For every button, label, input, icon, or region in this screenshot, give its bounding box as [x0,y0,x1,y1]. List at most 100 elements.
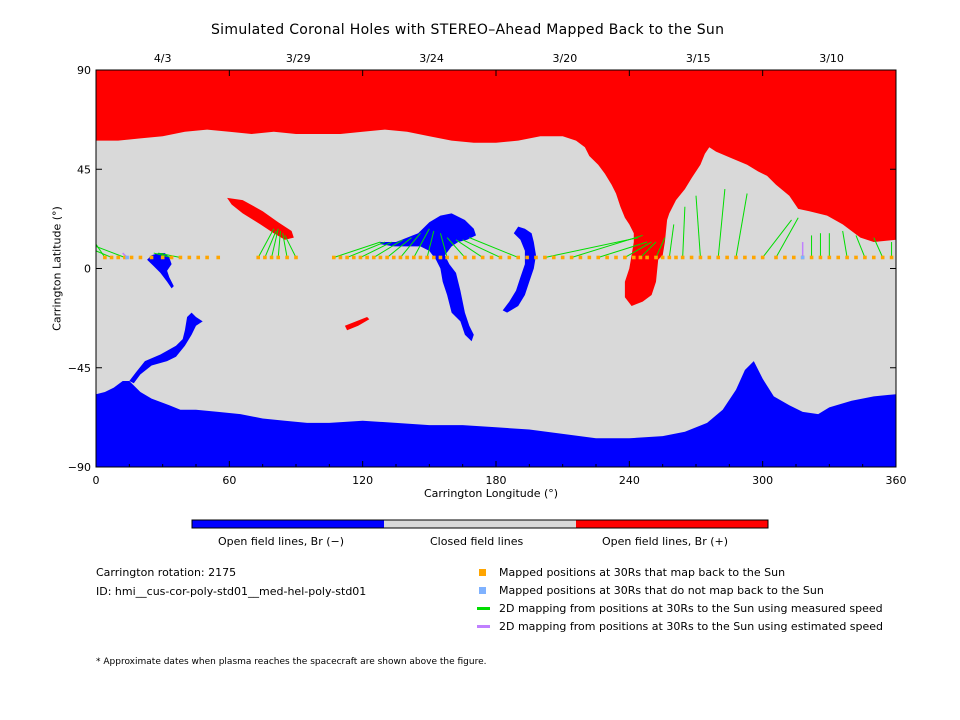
region-positive-left-streak [227,197,294,240]
mapped-point [489,255,494,260]
region-positive-hole-island [707,156,725,167]
mapped-point [734,255,738,260]
mapped-point [269,255,274,260]
mapping-line-measured [469,237,519,258]
mapping-line-measured [717,189,726,258]
mapped-point [680,255,685,260]
mapped-point [331,255,336,260]
y-tick-label: 0 [84,263,91,276]
mapped-point [596,255,601,260]
colorbar-frame [191,519,769,529]
mapped-point [294,255,298,260]
mapped-point [587,255,592,260]
mapped-point [109,255,114,260]
mapped-point [751,255,756,260]
legend-swatch-mapped [479,569,486,576]
mapping-line-measured [264,230,277,258]
mapped-point [398,255,403,260]
legend-label-unmapped: Mapped positions at 30Rs that do not map… [499,584,824,597]
mapping-line-measured [571,234,643,258]
mapped-point [516,255,521,260]
mapping-line-measured [413,228,430,258]
mapped-point [783,255,787,260]
mapped-point [645,255,649,260]
top-date-tick-label: 3/10 [819,52,844,65]
mapped-point [498,255,503,260]
mapped-point [371,255,376,260]
mapping-line-measured [257,228,275,258]
region-north-polar-positive [96,70,896,306]
mapped-point [674,255,678,260]
mapped-point [276,255,281,260]
mapped-point [614,255,618,260]
mapping-line-measured [277,230,281,258]
mapping-lines [95,189,893,259]
mapped-point [338,255,343,260]
top-date-tick-label: 3/29 [286,52,311,65]
unmapped-point [800,255,805,260]
mapped-point [454,255,458,260]
mapping-line-measured [682,206,686,258]
mapped-point [178,255,183,260]
mapped-point [205,255,209,260]
colorbar [191,519,769,529]
y-tick-label: −45 [68,362,91,375]
colorbar-label-negative: Open field lines, Br (−) [218,535,345,548]
mapped-point [654,255,658,260]
region-negative-arm-south [129,312,203,384]
mapping-line-measured [360,241,392,258]
footnote: * Approximate dates when plasma reaches … [96,657,487,667]
mapped-point [169,255,174,260]
colorbar-label-closed: Closed field lines [430,535,524,548]
x-tick-label: 0 [93,474,100,487]
mapped-point [689,255,694,260]
mapped-point [129,255,134,260]
legend-line-measured [477,607,490,610]
mapping-line-measured [284,235,297,258]
mapped-point [471,255,476,260]
mapped-point [103,255,107,260]
chart-title: Simulated Coronal Holes with STEREO–Ahea… [211,22,725,38]
mapped-point [365,255,369,260]
mapped-point [791,255,796,260]
mapping-line-measured [640,241,657,258]
mapped-point [743,255,747,260]
mapped-point [578,255,583,260]
mapping-line-measured [598,241,648,258]
mapped-point [605,255,609,260]
mapped-point [149,255,154,260]
mapping-line-measured [95,245,126,258]
mapped-point [438,255,443,260]
legend-label-estimated: 2D mapping from positions at 30Rs to the… [499,620,884,633]
mapping-line-measured [386,237,412,258]
region-south-polar-negative [96,361,896,467]
mapped-point [836,255,841,260]
mapping-line-measured [842,230,848,258]
mapped-point [285,255,289,260]
mapped-point [863,255,867,260]
x-tick-label: 240 [619,474,640,487]
mapped-point [116,255,121,260]
mapped-point [725,255,729,260]
mapping-line-measured [400,232,421,258]
colorbar-label-positive: Open field lines, Br (+) [602,535,729,548]
mapping-line-measured [158,252,181,258]
mapped-point [480,255,485,260]
colorbar-segment [384,520,576,528]
mapped-point [818,255,823,260]
top-date-tick-label: 3/24 [419,52,444,65]
mapped-point [391,255,396,260]
legend-swatch-unmapped [479,587,486,594]
x-tick-label: 120 [352,474,373,487]
region-negative-center [380,213,476,342]
mapped-point [385,255,389,260]
colorbar-segment [192,520,384,528]
mapped-point [138,255,143,260]
mapped-point [623,255,627,260]
mapped-point [871,255,876,260]
mapped-point [263,255,267,260]
region-positive-small-south [344,317,370,331]
mapped-point [889,255,894,260]
mapped-point [809,255,814,260]
legend-label-measured: 2D mapping from positions at 30Rs to the… [499,602,883,615]
